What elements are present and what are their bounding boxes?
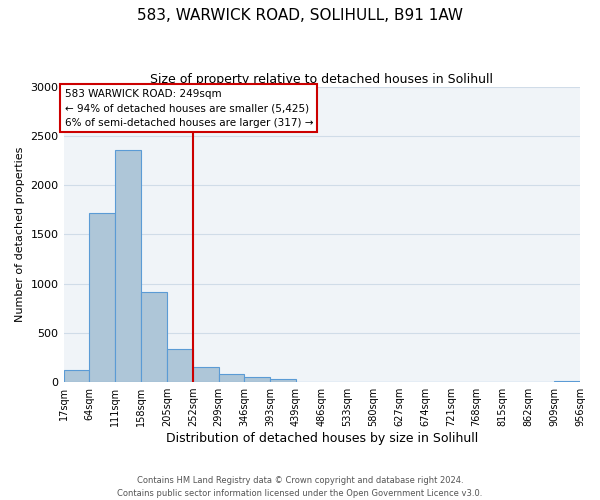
Bar xyxy=(115,150,141,382)
Bar xyxy=(167,348,193,382)
Bar xyxy=(244,377,271,382)
Bar xyxy=(89,212,115,382)
Y-axis label: Number of detached properties: Number of detached properties xyxy=(15,146,25,322)
Bar xyxy=(218,374,244,382)
Text: 583 WARWICK ROAD: 249sqm
← 94% of detached houses are smaller (5,425)
6% of semi: 583 WARWICK ROAD: 249sqm ← 94% of detach… xyxy=(65,88,313,128)
Bar xyxy=(193,367,218,382)
Bar xyxy=(64,370,89,382)
Bar xyxy=(271,379,296,382)
Text: 583, WARWICK ROAD, SOLIHULL, B91 1AW: 583, WARWICK ROAD, SOLIHULL, B91 1AW xyxy=(137,8,463,22)
Bar xyxy=(554,380,580,382)
Text: Contains HM Land Registry data © Crown copyright and database right 2024.
Contai: Contains HM Land Registry data © Crown c… xyxy=(118,476,482,498)
Title: Size of property relative to detached houses in Solihull: Size of property relative to detached ho… xyxy=(150,72,493,86)
Bar xyxy=(141,292,167,382)
X-axis label: Distribution of detached houses by size in Solihull: Distribution of detached houses by size … xyxy=(166,432,478,445)
